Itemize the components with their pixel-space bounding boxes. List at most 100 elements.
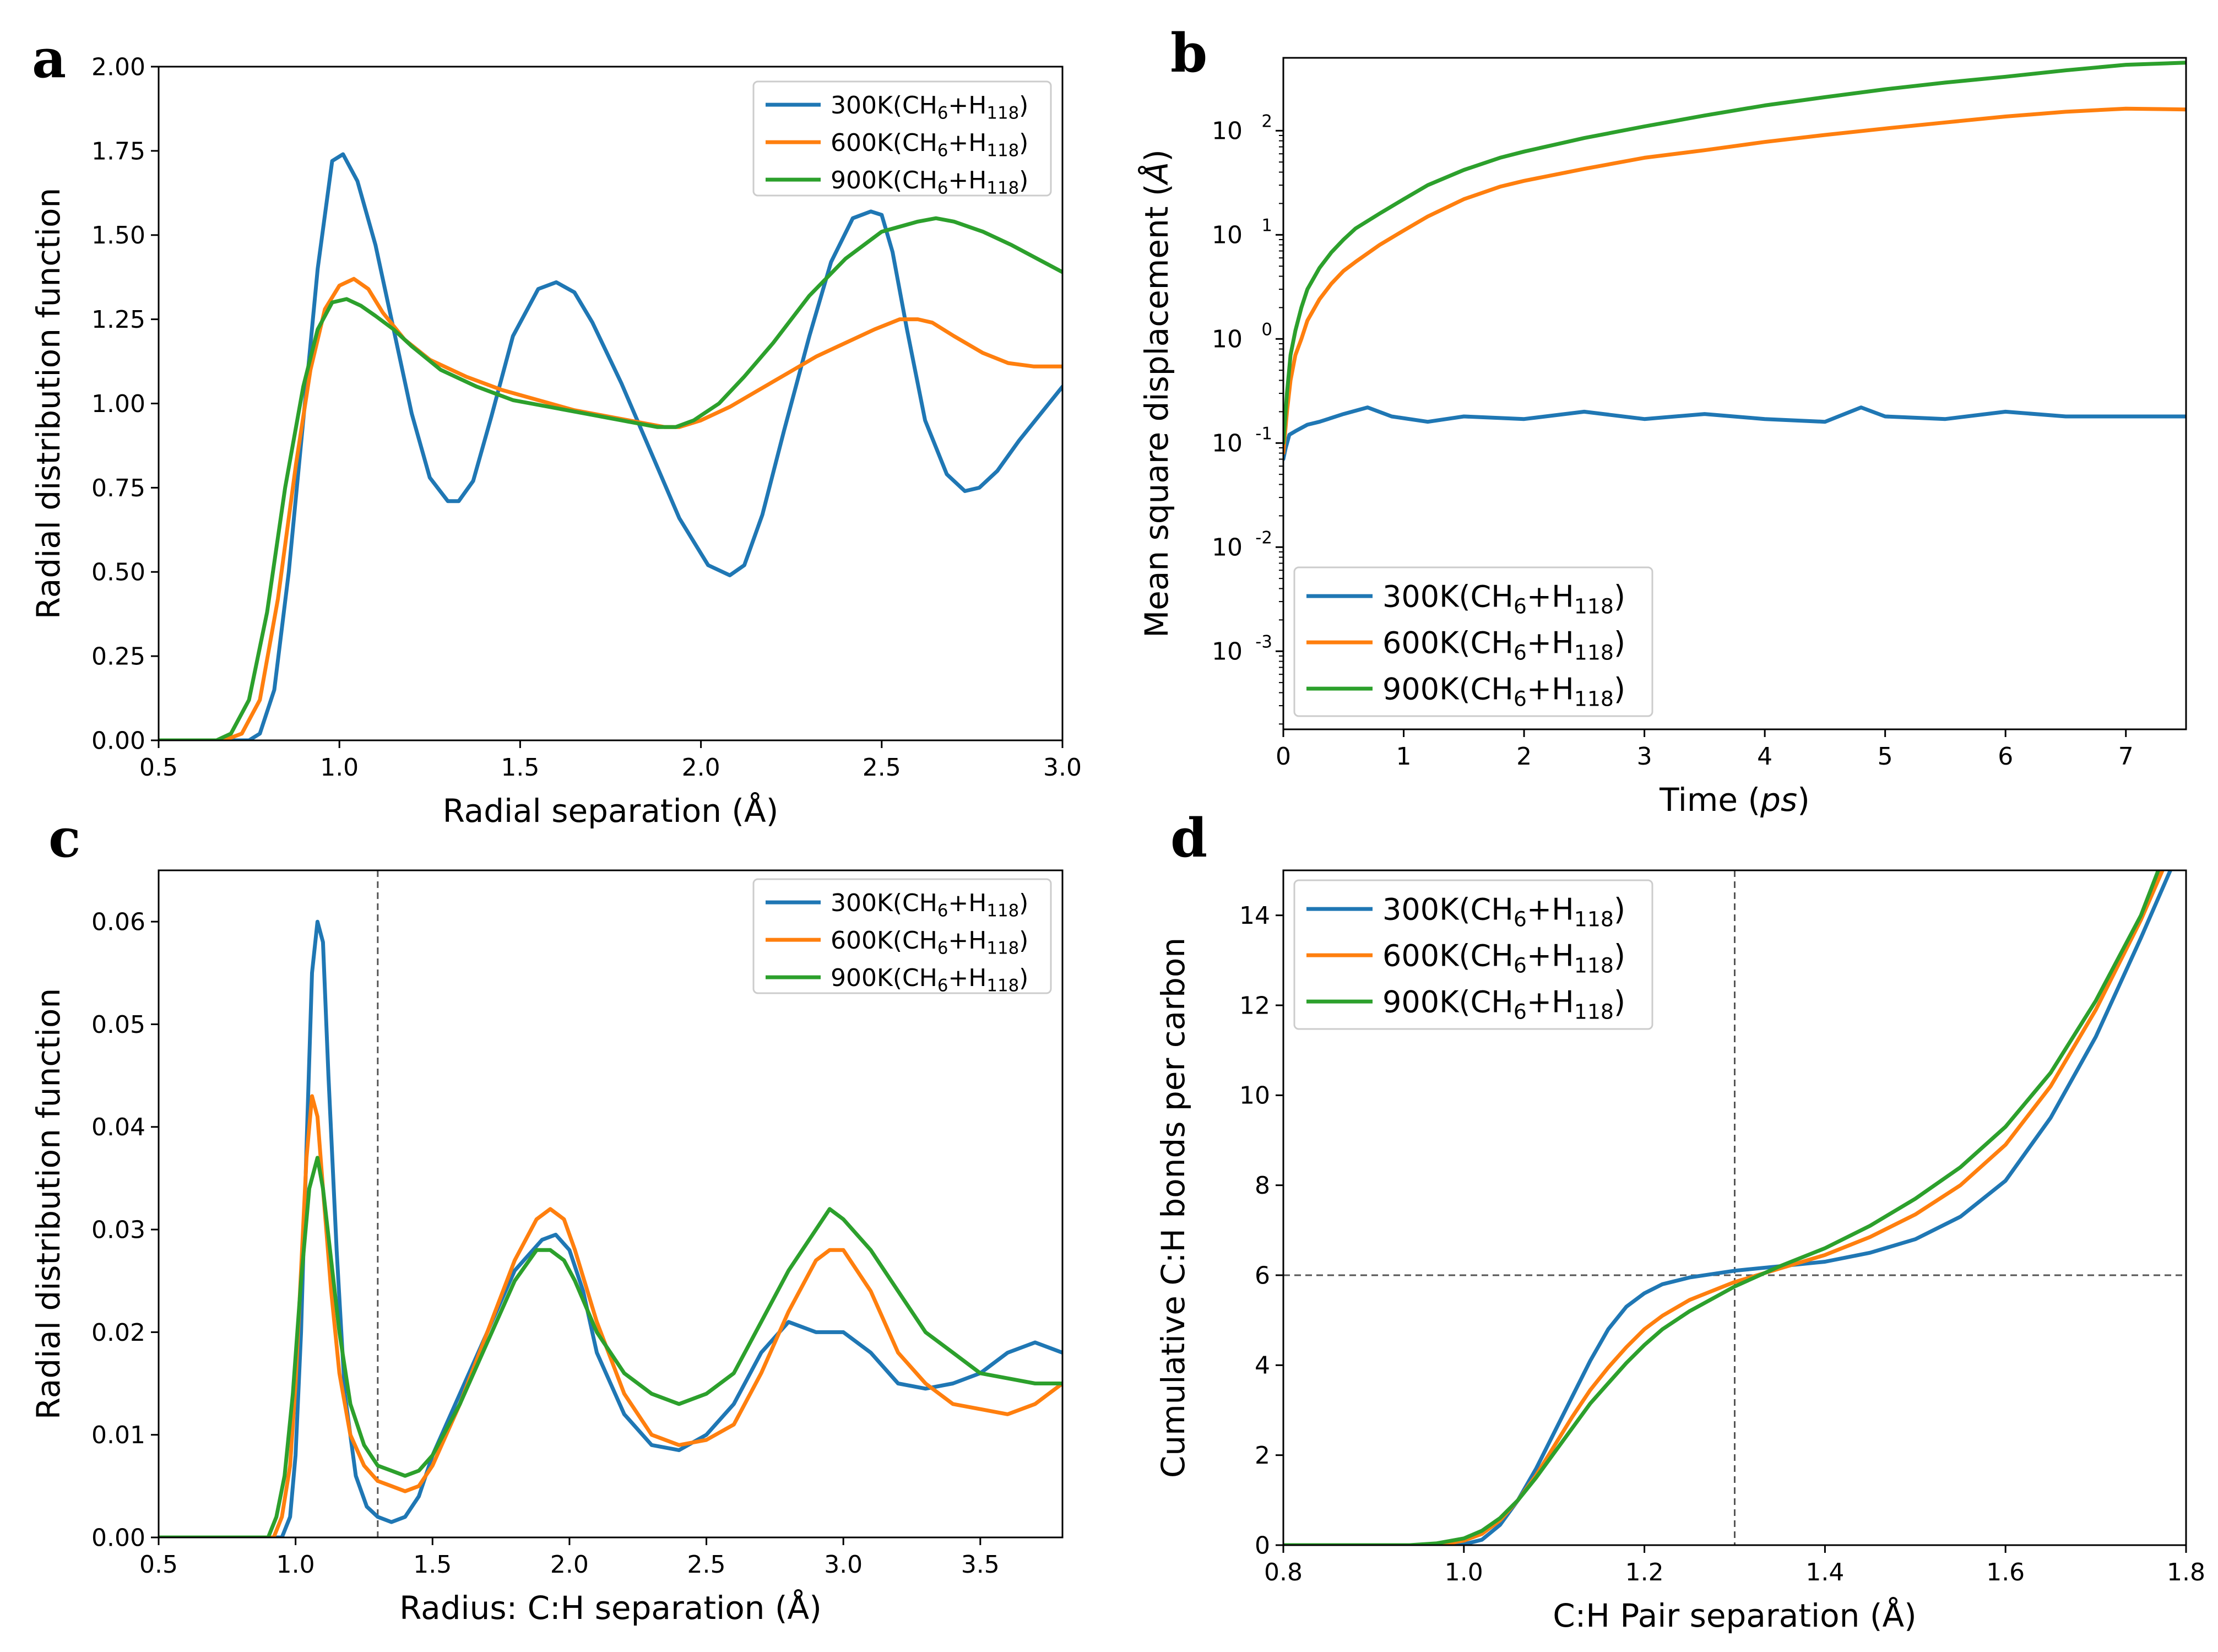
x-tick-label: 1.5 — [501, 754, 539, 782]
x-tick-label: 0.8 — [1264, 1558, 1303, 1586]
legend-entry-c900: 900K(CH6+H118) — [1382, 985, 1625, 1024]
y-axis-label: Radial distribution function — [30, 188, 67, 619]
legend-frame — [752, 878, 1052, 994]
x-axis-label: Radial separation (Å) — [443, 792, 779, 830]
legend-entry-c600: 600K(CH6+H118) — [1382, 939, 1625, 978]
panel-d: 0.8 1.0 1.2 1.4 1.6 1.8 0 2 4 6 8 10 12 14 C:H Pair se… — [1154, 869, 2205, 1634]
series-line-c300 — [1283, 405, 2186, 461]
series-line-c900 — [1283, 870, 2161, 1545]
x-tick-label: 3 — [1637, 743, 1652, 771]
x-tick-label: 1.2 — [1625, 1558, 1664, 1586]
legend-entry-c300: 300K(CH6+H118) — [831, 889, 1028, 921]
series-line-c900 — [159, 216, 1062, 740]
x-tick-label: 5 — [1878, 743, 1893, 771]
x-tick-label: 7 — [2118, 743, 2134, 771]
y-tick-label: 4 — [1255, 1352, 1270, 1380]
legend-frame — [1293, 879, 1653, 1030]
panel-c: 0.5 1.0 1.5 2.0 2.5 3.0 3.5 0.00 0.01 0.02 0.03 0.0… — [30, 869, 1064, 1627]
series-line-c600 — [1283, 106, 2186, 456]
x-tick-label: 2 — [1516, 743, 1532, 771]
x-tick-label: 1.5 — [413, 1551, 452, 1579]
x-tick-label: 2.0 — [550, 1551, 589, 1579]
x-tick-label: 3.5 — [961, 1551, 1000, 1579]
y-axis-label: Cumulative C:H bonds per carbon — [1154, 938, 1192, 1478]
x-tick-label: 2.0 — [682, 754, 720, 782]
legend-entry-c600: 600K(CH6+H118) — [831, 129, 1028, 161]
y-axis-label: Mean square displacement (Å) — [1137, 149, 1175, 638]
legend-entry-c900: 900K(CH6+H118) — [831, 964, 1028, 996]
legend: 300K(CH6+H118) 600K(CH6+H118) 900K(CH6+H11… — [752, 878, 1052, 996]
legend-frame — [752, 80, 1052, 197]
y-axis-label: Radial distribution function — [30, 988, 67, 1420]
legend: 300K(CH6+H118) 600K(CH6+H118) 900K(CH6+H11… — [1293, 566, 1653, 717]
y-tick-label: 10 — [1212, 326, 1243, 354]
series-line-c300 — [159, 919, 1062, 1537]
y-tick-exponent: -2 — [1255, 528, 1272, 548]
y-tick-label: 1.50 — [91, 221, 145, 250]
axes-frame — [1282, 869, 2187, 1546]
y-tick-label: 0 — [1255, 1531, 1270, 1559]
x-tick-label: 1 — [1396, 743, 1412, 771]
x-tick-label: 2.5 — [863, 754, 901, 782]
x-tick-label: 1.0 — [276, 1551, 315, 1579]
y-tick-exponent: 1 — [1261, 216, 1272, 236]
y-tick-exponent: -3 — [1255, 632, 1272, 652]
x-tick-label: 1.8 — [2167, 1558, 2205, 1586]
x-tick-label: 1.0 — [1445, 1558, 1483, 1586]
x-tick-label: 2.5 — [687, 1551, 726, 1579]
x-axis-label: Radius: C:H separation (Å) — [399, 1589, 822, 1627]
series-line-c600 — [159, 1094, 1062, 1537]
y-tick-label: 0.06 — [91, 908, 145, 936]
y-tick-label: 0.50 — [91, 559, 145, 587]
x-axis-label: C:H Pair separation (Å) — [1553, 1596, 1917, 1634]
x-tick-label: 1.4 — [1805, 1558, 1844, 1586]
y-tick-label: 0.01 — [91, 1421, 145, 1449]
legend-entry-c900: 900K(CH6+H118) — [831, 166, 1028, 198]
panel-label-c: c — [48, 807, 80, 869]
x-tick-label: 0 — [1276, 743, 1291, 771]
y-tick-label: 1.75 — [91, 137, 145, 165]
legend-entry-c600: 600K(CH6+H118) — [1382, 626, 1625, 665]
y-tick-label: 2.00 — [91, 53, 145, 81]
axes-frame — [158, 869, 1064, 1539]
x-tick-label: 0.5 — [139, 1551, 178, 1579]
legend: 300K(CH6+H118) 600K(CH6+H118) 900K(CH6+H11… — [752, 80, 1052, 198]
y-tick-label: 0.75 — [91, 474, 145, 502]
y-tick-label: 10 — [1212, 430, 1243, 458]
y-tick-exponent: 2 — [1261, 112, 1272, 132]
y-tick-label: 6 — [1255, 1261, 1270, 1290]
y-tick-label: 10 — [1212, 117, 1243, 145]
y-tick-label: 2 — [1255, 1442, 1270, 1470]
panel-label-d: d — [1170, 807, 1207, 869]
series-line-c900 — [159, 1156, 1062, 1537]
y-tick-label: 0.00 — [91, 727, 145, 755]
y-tick-label: 0.05 — [91, 1011, 145, 1039]
x-axis-label: Time (ps) — [1659, 781, 1810, 819]
legend-entry-c300: 300K(CH6+H118) — [1382, 892, 1625, 931]
y-tick-label: 12 — [1239, 992, 1270, 1020]
y-tick-label: 10 — [1212, 638, 1243, 666]
y-tick-label: 10 — [1239, 1082, 1270, 1110]
x-tick-label: 1.6 — [1986, 1558, 2025, 1586]
y-tick-label: 10 — [1212, 221, 1243, 250]
panel-label-b: b — [1170, 22, 1207, 84]
y-tick-exponent: 0 — [1261, 320, 1272, 340]
series-line-c300 — [1283, 870, 2173, 1545]
x-tick-label: 4 — [1757, 743, 1772, 771]
series-line-c900 — [1283, 61, 2186, 445]
y-tick-exponent: -1 — [1255, 424, 1272, 444]
series-line-c600 — [1283, 870, 2165, 1545]
y-tick-label: 0.03 — [91, 1216, 145, 1244]
y-tick-label: 0.00 — [91, 1524, 145, 1552]
legend: 300K(CH6+H118) 600K(CH6+H118) 900K(CH6+H11… — [1293, 879, 1653, 1030]
legend-entry-c600: 600K(CH6+H118) — [831, 927, 1028, 958]
y-tick-label: 0.04 — [91, 1113, 145, 1141]
legend-frame — [1293, 566, 1653, 717]
panel-label-a: a — [32, 28, 66, 90]
legend-entry-c300: 300K(CH6+H118) — [1382, 579, 1625, 619]
x-tick-label: 6 — [1998, 743, 2013, 771]
panel-a: 0.5 1.0 1.5 2.0 2.5 3.0 0.00 0.25 0.50 0.75 1.00 1.… — [30, 53, 1082, 830]
y-tick-label: 10 — [1212, 534, 1243, 562]
y-tick-label: 14 — [1239, 902, 1270, 930]
